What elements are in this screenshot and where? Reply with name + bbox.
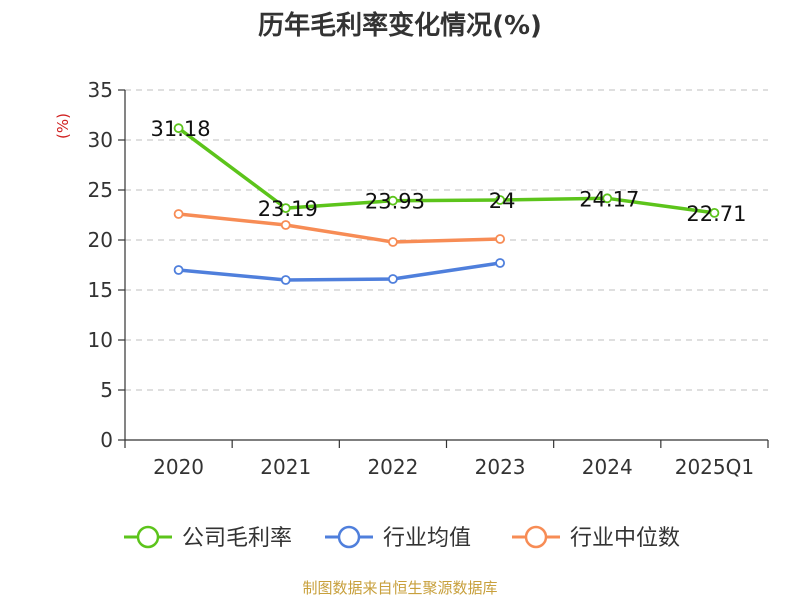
y-tick-label: 15: [88, 278, 113, 302]
y-tick-label: 0: [100, 428, 113, 452]
legend-marker: [136, 525, 160, 549]
data-point: [388, 237, 398, 247]
legend: 公司毛利率 行业均值 行业中位数: [124, 525, 680, 551]
series-line: [178, 212, 501, 244]
x-tick-label: 2025Q1: [675, 455, 754, 479]
data-point: [388, 195, 398, 206]
y-tick-label: 5: [100, 378, 113, 402]
axes: 0 5 10 15 20 25 30 35 2020 2021 2022 2023 2024 2025Q1: [88, 78, 769, 479]
data-point: [280, 203, 291, 214]
data-point: [280, 275, 291, 285]
legend-label: 公司毛利率: [182, 526, 292, 551]
source-note: 制图数据来自恒生聚源数据库: [302, 579, 497, 597]
legend-marker: [337, 525, 361, 549]
data-point: [495, 258, 505, 268]
x-tick-label: 2023: [475, 455, 526, 479]
data-label: 23.19: [258, 197, 318, 221]
y-axis-unit-label: (%): [54, 113, 72, 139]
chart-title: 历年毛利率变化情况(%): [258, 10, 542, 41]
y-tick-label: 30: [88, 128, 113, 152]
legend-marker: [524, 525, 548, 549]
series-line: [178, 261, 501, 282]
legend-label: 行业中位数: [570, 526, 680, 551]
data-point: [280, 220, 291, 230]
x-tick-label: 2022: [367, 455, 418, 479]
data-label: 31.18: [151, 117, 211, 141]
data-point: [173, 209, 184, 219]
data-point: [602, 193, 613, 204]
data-label: 22.71: [686, 202, 746, 226]
series-lines: [173, 123, 720, 285]
y-tick-label: 25: [88, 178, 113, 202]
legend-label: 行业均值: [383, 526, 471, 551]
data-point: [173, 265, 184, 275]
data-label: 24: [489, 189, 516, 213]
data-point: [495, 234, 505, 244]
y-tick-label: 10: [88, 328, 113, 352]
series-line: [177, 126, 715, 215]
x-tick-label: 2020: [153, 455, 204, 479]
data-point: [495, 195, 505, 205]
data-labels: 31.18 23.19 23.93 24 24.17 22.71: [151, 117, 747, 226]
x-tick-label: 2021: [260, 455, 311, 479]
y-tick-label: 20: [88, 228, 113, 252]
data-point: [388, 274, 398, 284]
data-point: [173, 123, 184, 134]
data-label: 24.17: [579, 187, 639, 211]
data-label: 23.93: [365, 190, 425, 214]
data-point: [709, 207, 720, 218]
y-tick-label: 35: [88, 78, 113, 102]
x-tick-label: 2024: [582, 455, 633, 479]
